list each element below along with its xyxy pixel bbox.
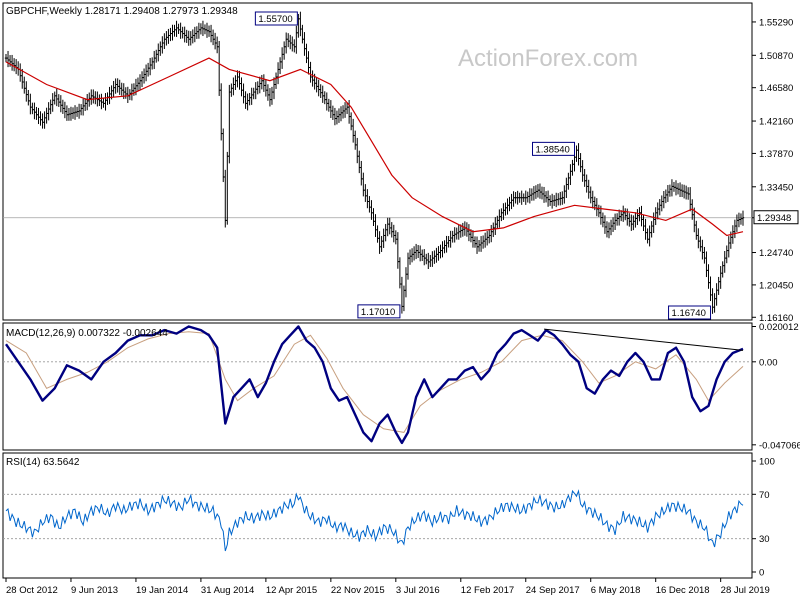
price-y-tick-label: 1.24740 [759, 248, 793, 259]
x-tick-label: 28 Oct 2012 [6, 585, 58, 596]
rsi-y-tick-label: 30 [759, 534, 770, 545]
macd-y-tick-label: 0.00 [759, 357, 778, 368]
price-y-tick-label: 1.42160 [759, 117, 793, 128]
current-price-box-frame [753, 210, 799, 225]
price-annotation-box [254, 11, 298, 26]
price-annotation-box [357, 304, 401, 319]
x-tick-label: 28 Jul 2019 [721, 585, 770, 596]
price-annotation: 1.38540 [532, 141, 576, 156]
price-annotation-label: 1.38540 [536, 144, 570, 155]
price-y-tick-label: 1.20450 [759, 280, 793, 291]
price-annotation-box [532, 141, 576, 156]
macd-trendline [543, 328, 744, 351]
x-tick-label: 3 Jul 2016 [396, 585, 440, 596]
macd-line [5, 325, 744, 445]
macd-header: MACD(12,26,9) 0.007322 -0.002644 [6, 328, 168, 339]
macd-panel-frame [2, 322, 753, 451]
price-annotation-box [668, 305, 712, 320]
x-tick-label: 31 Aug 2014 [201, 585, 254, 596]
current-price-label: 1.29348 [757, 213, 791, 224]
x-tick-label: 24 Sep 2017 [526, 585, 580, 596]
macd-panel: 0.020012 0.00 -0.047066 [3, 322, 800, 451]
watermark-layer: ActionForex.com [458, 45, 638, 72]
price-y-tick-label: 1.46580 [759, 83, 793, 94]
x-tick-label: 12 Feb 2017 [461, 585, 514, 596]
price-panel-frame [2, 2, 753, 321]
x-tick-label: 9 Jun 2013 [71, 585, 118, 596]
macd-signal-line [5, 331, 744, 433]
price-annotation-label: 1.16740 [672, 308, 706, 319]
rsi-line [5, 489, 744, 552]
rsi-y-tick-label: 0 [759, 568, 764, 579]
rsi-panel: 100 70 30 0 [3, 457, 775, 579]
x-tick-label: 22 Nov 2015 [331, 585, 385, 596]
price-annotation: 1.17010 [357, 304, 401, 319]
rsi-panel-frame [2, 452, 753, 579]
rsi-y-tick-label: 100 [759, 457, 775, 468]
rsi-header: RSI(14) 63.5642 [6, 457, 80, 468]
x-tick-label: 12 Apr 2015 [266, 585, 317, 596]
x-tick-label: 19 Jan 2014 [136, 585, 188, 596]
price-bars [4, 11, 745, 314]
x-axis: 28 Oct 2012 9 Jun 2013 19 Jan 2014 31 Aug 2… [5, 578, 770, 596]
macd-y-tick-label: -0.047066 [759, 440, 800, 451]
price-panel: 1.55290 1.50870 1.46580 1.42160 1.37870 1.334… [3, 11, 799, 324]
price-annotation-label: 1.17010 [361, 307, 395, 318]
price-y-tick-label: 1.16160 [759, 313, 793, 324]
watermark-text: ActionForex.com [458, 45, 638, 72]
price-annotation-label: 1.55700 [258, 14, 292, 25]
current-price-box: 1.29348 [753, 210, 799, 225]
price-y-tick-label: 1.55290 [759, 17, 793, 28]
price-y-tick-label: 1.50870 [759, 51, 793, 62]
x-tick-label: 6 May 2018 [591, 585, 641, 596]
macd-y-tick-label: 0.020012 [759, 322, 799, 333]
moving-average-line [5, 57, 744, 237]
rsi-y-tick-label: 70 [759, 490, 770, 501]
x-tick-label: 16 Dec 2018 [656, 585, 710, 596]
price-annotation: 1.16740 [668, 305, 712, 320]
price-header: GBPCHF,Weekly 1.28171 1.29408 1.27973 1.… [6, 6, 238, 17]
price-y-tick-label: 1.33450 [759, 182, 793, 193]
price-y-tick-label: 1.37870 [759, 149, 793, 160]
price-annotation: 1.55700 [254, 11, 298, 26]
panels [2, 2, 753, 579]
